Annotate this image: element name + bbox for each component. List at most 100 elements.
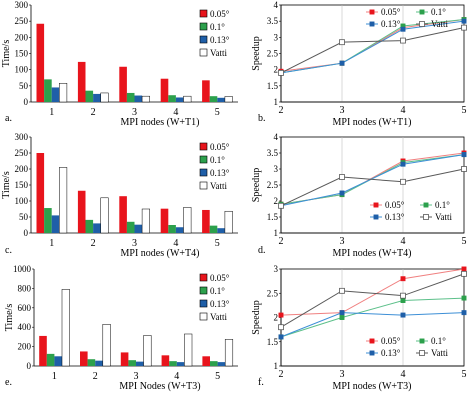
bar — [87, 359, 96, 366]
legend-label: 0.1° — [435, 200, 450, 210]
bar — [95, 360, 103, 366]
legend-label: Vatti — [435, 212, 452, 222]
y-tick-label: 0 — [24, 228, 29, 238]
bar — [85, 219, 94, 233]
x-tick-label: 5 — [215, 371, 220, 382]
bar — [39, 335, 47, 366]
y-tick-label: 2.5 — [267, 49, 279, 59]
legend-label: 0.13° — [381, 348, 401, 358]
legend-label: 0.1° — [431, 336, 446, 346]
x-tick-label: 5 — [215, 107, 220, 118]
legend-swatch — [199, 181, 208, 190]
legend-swatch — [199, 286, 208, 295]
bar — [224, 210, 233, 234]
legend-label: 0.05° — [210, 273, 230, 283]
data-point — [461, 295, 467, 301]
x-tick-label: 1 — [49, 107, 54, 118]
bar — [209, 225, 218, 233]
data-point — [400, 37, 406, 44]
series-line — [280, 312, 465, 338]
y-tick-label: 300 — [15, 0, 29, 10]
data-point — [400, 178, 406, 185]
legend-label: 0.13° — [210, 299, 230, 309]
series-line — [280, 27, 465, 74]
x-tick-label: 3 — [340, 105, 345, 116]
legend-marker — [369, 21, 375, 27]
bar — [46, 353, 55, 366]
bar — [59, 167, 68, 234]
bar — [85, 90, 94, 102]
x-axis-label: MPI nodes (W+T1) — [121, 117, 200, 128]
bar — [168, 225, 176, 233]
bar — [36, 153, 45, 233]
legend: 0.05° 0.1° 0.13° Vatti — [199, 273, 230, 322]
bar — [100, 92, 109, 103]
series-line — [280, 268, 465, 316]
bar — [134, 95, 143, 102]
legend-swatch — [199, 48, 208, 57]
legend-marker — [369, 350, 375, 356]
bar — [175, 97, 184, 102]
bar — [51, 215, 60, 233]
bar — [102, 324, 111, 367]
bar — [210, 361, 218, 366]
x-tick-label: 4 — [401, 105, 406, 116]
x-tick-label: 2 — [279, 105, 284, 116]
data-point — [461, 152, 467, 158]
bar — [100, 197, 109, 234]
x-tick-label: 5 — [462, 105, 467, 116]
legend-marker — [373, 202, 379, 208]
x-tick-label: 4 — [173, 107, 178, 118]
bar — [93, 93, 101, 102]
bar — [224, 96, 233, 103]
y-axis-label: Time/s — [4, 304, 15, 332]
legend-swatch — [199, 273, 208, 282]
x-tick-label: 1 — [52, 371, 57, 382]
x-tick-label: 1 — [49, 238, 54, 249]
x-tick-label: 4 — [173, 238, 178, 249]
legend-label: Vatti — [210, 312, 227, 322]
x-axis-label: MPI nodes (W+T3) — [333, 381, 412, 392]
y-tick-label: 1.5 — [267, 212, 279, 222]
series-line — [280, 168, 465, 207]
bar — [77, 190, 86, 233]
y-tick-label: 2.5 — [267, 180, 279, 190]
bar — [54, 356, 62, 366]
legend-label: 0.1° — [210, 155, 225, 165]
legend-swatch — [199, 22, 208, 31]
y-axis-label: Speedup — [251, 300, 262, 334]
legend-marker — [419, 9, 425, 15]
y-axis-label: Time/s — [1, 171, 12, 199]
panel-label: e. — [5, 377, 12, 388]
data-point — [278, 70, 284, 76]
bar — [77, 61, 86, 102]
line-chart-d: 2 3 4 5 1 1.5 2 2.5 3 3.5 4 Speedup MPI nodes (W+T4)… — [251, 132, 467, 259]
legend-label: 0.13° — [381, 19, 401, 29]
y-tick-label: 200 — [18, 342, 32, 352]
data-point — [339, 315, 345, 320]
bar — [61, 289, 70, 367]
x-tick-label: 2 — [91, 107, 96, 118]
legend: 0.05° 0.1° 0.13° Vatti — [370, 200, 452, 222]
y-tick-label: 4 — [274, 132, 279, 142]
bar — [176, 362, 185, 366]
bar — [202, 356, 210, 366]
y-tick-label: 1 — [274, 228, 279, 238]
panel-label: f. — [258, 377, 264, 388]
bar — [184, 333, 193, 367]
legend-marker — [369, 338, 375, 344]
data-point — [461, 166, 467, 172]
data-point — [400, 292, 406, 299]
legend-marker — [419, 350, 425, 356]
bar — [141, 95, 150, 103]
legend-label: Vatti — [431, 19, 448, 29]
bar — [168, 95, 176, 102]
bar — [217, 97, 225, 102]
legend-label: 0.1° — [431, 7, 446, 17]
y-tick-label: 3 — [274, 264, 279, 274]
legend-label: 0.05° — [385, 200, 405, 210]
legend-swatch — [199, 142, 208, 151]
legend: 0.05° 0.1° 0.13° Vatti — [199, 9, 230, 58]
y-tick-label: 0 — [27, 361, 32, 371]
